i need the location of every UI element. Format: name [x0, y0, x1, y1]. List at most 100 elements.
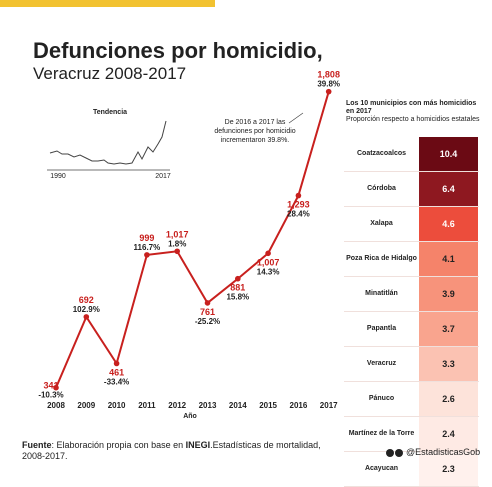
- municipality-value: 4.1: [419, 242, 478, 276]
- page-subtitle: Veracruz 2008-2017: [33, 64, 187, 83]
- annotation: De 2016 a 2017 las defunciones por homic…: [214, 112, 304, 144]
- source-rest: .Estadísticas de mortalidad, 2008-2017.: [22, 440, 321, 461]
- trend-end-label: 2017: [155, 173, 171, 180]
- series-line: [55, 91, 330, 389]
- x-tick-label: 2011: [138, 401, 156, 410]
- municipality-name: Acayucan: [364, 465, 399, 472]
- social-icon: [386, 448, 394, 457]
- value-label: 341: [43, 381, 58, 391]
- social-icon-2: [395, 448, 403, 457]
- municipality-name: Córdoba: [367, 185, 396, 192]
- municipality-name: Xalapa: [370, 220, 393, 227]
- x-tick-label: 2015: [259, 401, 277, 410]
- value-label: 761: [200, 307, 215, 317]
- ranking-row: Acayucan 2.3: [344, 452, 479, 487]
- value-label: 1,293: [287, 200, 310, 210]
- trend-line: [49, 120, 167, 165]
- data-point: [53, 384, 59, 391]
- pct-label: -25.2%: [195, 317, 220, 326]
- pct-label: 116.7%: [134, 243, 161, 252]
- municipality-name: Martínez de la Torre: [348, 430, 415, 437]
- x-tick-label: 2017: [320, 401, 338, 410]
- source-label: Fuente: [22, 440, 52, 450]
- social-handle[interactable]: @EstadisticasGob: [386, 447, 480, 457]
- municipality-name: Minatitlán: [365, 290, 398, 297]
- data-point: [295, 192, 302, 199]
- value-label: 461: [109, 367, 124, 377]
- ranking-subtitle: Proporción respecto a homicidios estatal…: [346, 116, 480, 123]
- data-point: [325, 88, 332, 95]
- ranking-row: Papantla 3.7: [344, 312, 479, 347]
- annotation-line-2: defunciones por homicidio: [214, 128, 295, 135]
- data-point: [235, 275, 241, 282]
- municipality-value: 2.3: [419, 452, 478, 486]
- municipality-value: 6.4: [419, 172, 478, 206]
- data-point: [204, 300, 211, 306]
- x-tick-label: 2016: [290, 401, 308, 410]
- value-label: 1,007: [257, 257, 280, 267]
- source-text: : Elaboración propia con base en: [51, 440, 186, 450]
- page-title: Defunciones por homicidio,: [33, 38, 323, 63]
- pct-label: 14.3%: [257, 267, 280, 276]
- x-tick-label: 2010: [108, 401, 126, 410]
- source-bold: INEGI: [185, 440, 211, 450]
- municipality-name: Veracruz: [366, 360, 397, 367]
- data-point: [265, 250, 271, 257]
- pct-label: -33.4%: [104, 377, 129, 386]
- x-tick-label: 2013: [199, 401, 217, 410]
- top-accent-bar: [0, 0, 215, 7]
- ranking-row: Córdoba 6.4: [344, 172, 479, 207]
- municipality-value: 2.6: [419, 382, 478, 416]
- ranking-heading: Los 10 municipios con más homicidios en …: [346, 100, 486, 124]
- data-point: [83, 314, 90, 320]
- pct-label: -10.3%: [38, 391, 63, 400]
- homicide-chart: Tendencia 1990 2017 De 2016 a 2017 las d…: [38, 70, 340, 420]
- annotation-line-1: De 2016 a 2017 las: [225, 119, 286, 126]
- value-label: 1,017: [166, 229, 189, 239]
- ranking-row: Martínez de la Torre 2.4: [344, 417, 479, 452]
- source-note: Fuente: Elaboración propia con base en I…: [22, 440, 322, 462]
- pct-label: 102.9%: [73, 305, 100, 314]
- ranking-row: Coatzacoalcos 10.4: [344, 137, 479, 172]
- value-label: 1,808: [317, 70, 340, 80]
- municipality-name: Coatzacoalcos: [356, 150, 407, 157]
- value-label: 692: [79, 295, 94, 305]
- municipality-value: 4.6: [419, 207, 478, 241]
- ranking-row: Pánuco 2.6: [344, 382, 479, 417]
- ranking-title: Los 10 municipios con más homicidios en …: [346, 100, 477, 115]
- x-tick-label: 2008: [47, 401, 65, 410]
- municipality-name: Pánuco: [368, 395, 395, 402]
- ranking-table: Coatzacoalcos 10.4 Córdoba 6.4 Xalapa 4.6 Poza…: [344, 137, 479, 487]
- pct-label: 1.8%: [168, 239, 186, 248]
- x-axis-label: Año: [183, 413, 197, 420]
- social-handle-text: @EstadisticasGob: [406, 447, 481, 457]
- data-point: [113, 360, 120, 367]
- trend-label: Tendencia: [93, 109, 127, 116]
- ranking-row: Poza Rica de Hidalgo 4.1: [344, 242, 479, 277]
- x-tick-label: 2012: [168, 401, 186, 410]
- municipality-name: Poza Rica de Hidalgo: [346, 255, 417, 262]
- trend-sparkline: [47, 120, 170, 171]
- ranking-row: Veracruz 3.3: [344, 347, 479, 382]
- municipality-name: Papantla: [366, 325, 397, 332]
- municipality-value: 3.3: [419, 347, 478, 381]
- annotation-leader: [288, 112, 304, 124]
- pct-label: 28.4%: [287, 210, 310, 219]
- pct-label: 39.8%: [317, 80, 340, 89]
- municipality-value: 3.9: [419, 277, 478, 311]
- annotation-line-3: incrementaron 39.8%.: [221, 137, 290, 144]
- data-point: [174, 248, 180, 255]
- x-tick-label: 2009: [77, 401, 95, 410]
- ranking-row: Xalapa 4.6: [344, 207, 479, 242]
- pct-label: 15.8%: [226, 293, 249, 302]
- municipality-value: 2.4: [419, 417, 478, 451]
- municipality-value: 3.7: [419, 312, 478, 346]
- data-point: [144, 252, 150, 258]
- ranking-row: Minatitlán 3.9: [344, 277, 479, 312]
- municipality-value: 10.4: [419, 137, 478, 171]
- x-tick-label: 2014: [229, 401, 247, 410]
- value-label: 881: [230, 283, 245, 293]
- trend-start-label: 1990: [50, 173, 66, 180]
- value-label: 999: [139, 233, 154, 243]
